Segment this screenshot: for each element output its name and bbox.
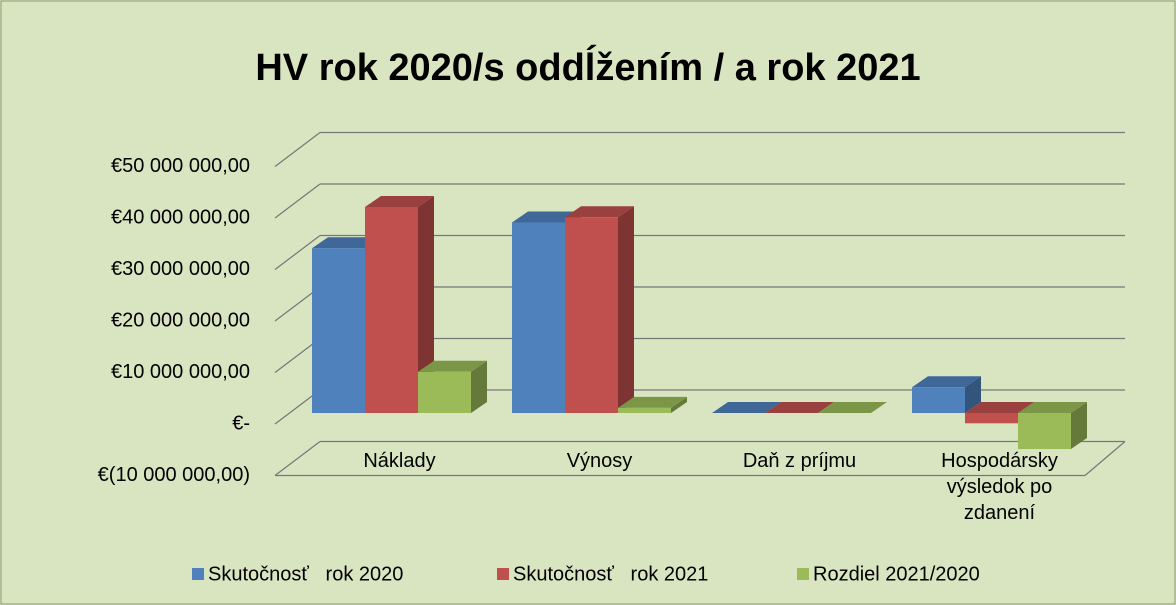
y-tick-label: €10 000 000,00 — [111, 361, 250, 383]
bar — [565, 217, 618, 413]
y-tick-label: €(10 000 000,00) — [98, 464, 250, 486]
bar-top — [365, 196, 434, 207]
y-tick-label: €- — [232, 412, 250, 434]
bar — [365, 207, 418, 413]
y-tick-label: €40 000 000,00 — [111, 206, 250, 228]
legend-label: Rozdiel 2021/2020 — [813, 563, 980, 585]
legend-label: Skutočnosť rok 2021 — [513, 563, 708, 585]
legend-label: Skutočnosť rok 2020 — [208, 563, 403, 585]
bar — [912, 387, 965, 413]
chart-title: HV rok 2020/s oddĺžením / a rok 2021 — [255, 44, 920, 89]
x-tick-label: Náklady — [363, 450, 436, 472]
legend-swatch — [192, 568, 204, 580]
bar-top — [565, 206, 634, 218]
floor-edge — [1084, 441, 1126, 476]
bar-top — [618, 396, 687, 408]
bar-top — [1018, 402, 1087, 413]
grid-line — [274, 235, 321, 270]
x-tick-label: Výnosy — [566, 450, 633, 472]
bar — [1018, 413, 1071, 450]
bar-side — [471, 360, 487, 413]
bar-top — [818, 402, 887, 413]
y-tick-label: €50 000 000,00 — [111, 155, 250, 177]
y-tick-label: €20 000 000,00 — [111, 309, 250, 331]
grid-line — [274, 441, 321, 476]
y-tick-label: €30 000 000,00 — [111, 258, 250, 280]
bar-side — [618, 206, 634, 413]
bar-side — [418, 196, 434, 413]
bar-side — [671, 396, 687, 413]
bar-top — [912, 376, 981, 388]
bar-top — [965, 402, 1034, 413]
legend-swatch — [797, 568, 809, 580]
bar-top — [512, 211, 581, 223]
bar-side — [1071, 402, 1087, 450]
bar-top — [312, 237, 381, 249]
bar — [312, 248, 365, 413]
bar-top — [712, 402, 781, 413]
bar — [512, 222, 565, 413]
legend-swatch — [497, 568, 509, 580]
grid-line — [274, 183, 321, 219]
bar — [965, 413, 1018, 424]
bar — [418, 371, 471, 413]
x-tick-label: Daň z príjmu — [742, 450, 857, 472]
bar-side — [965, 376, 981, 413]
x-tick-label: Hospodársky výsledok po zdanení — [941, 450, 1058, 524]
bar-top — [765, 402, 834, 413]
bar-top — [418, 360, 487, 372]
bar — [618, 407, 671, 413]
grid-line — [274, 132, 321, 167]
